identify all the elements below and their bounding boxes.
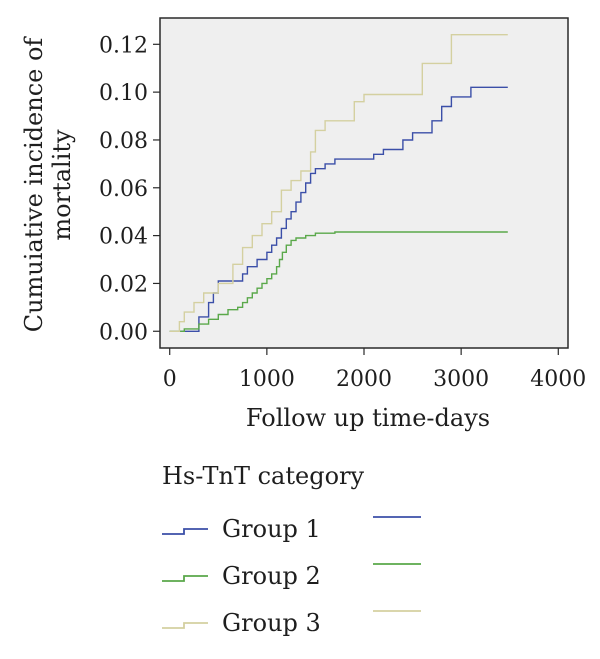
legend-label-2: Group 2 bbox=[222, 562, 321, 590]
x-tick-label: 2000 bbox=[336, 367, 392, 392]
legend-swatch-3 bbox=[162, 622, 208, 629]
y-axis: 0.00 0.02 0.04 0.06 0.08 0.10 0.12 bbox=[99, 33, 160, 345]
legend-label-1: Group 1 bbox=[222, 515, 321, 543]
legend-swatch-1 bbox=[162, 528, 208, 535]
x-tick-label: 3000 bbox=[433, 367, 489, 392]
x-tick-label: 4000 bbox=[530, 367, 586, 392]
series-line-2 bbox=[169, 231, 508, 332]
x-axis-title: Follow up time-days bbox=[246, 404, 490, 432]
legend-swatch-2 bbox=[162, 575, 208, 582]
x-tick-label: 1000 bbox=[239, 367, 295, 392]
series-layer bbox=[169, 34, 508, 332]
y-tick-label: 0.10 bbox=[99, 81, 148, 106]
y-tick-label: 0.08 bbox=[99, 129, 148, 154]
x-axis: 0 1000 2000 3000 4000 bbox=[163, 348, 586, 392]
legend-title: Hs-TnT category bbox=[162, 462, 364, 490]
series-line-1 bbox=[169, 86, 508, 332]
y-tick-label: 0.12 bbox=[99, 33, 148, 58]
y-tick-label: 0.02 bbox=[99, 272, 148, 297]
y-tick-label: 0.06 bbox=[99, 177, 148, 202]
x-tick-label: 0 bbox=[163, 367, 177, 392]
legend-label-3: Group 3 bbox=[222, 609, 321, 637]
series-line-3 bbox=[169, 34, 508, 332]
y-axis-title: Cumuiative incidence ofmortality bbox=[20, 36, 76, 333]
plot-area bbox=[159, 17, 569, 349]
y-tick-label: 0.00 bbox=[99, 320, 148, 345]
legend: Group 1 Group 2 Group 3 bbox=[162, 515, 421, 637]
y-tick-label: 0.04 bbox=[99, 225, 148, 250]
